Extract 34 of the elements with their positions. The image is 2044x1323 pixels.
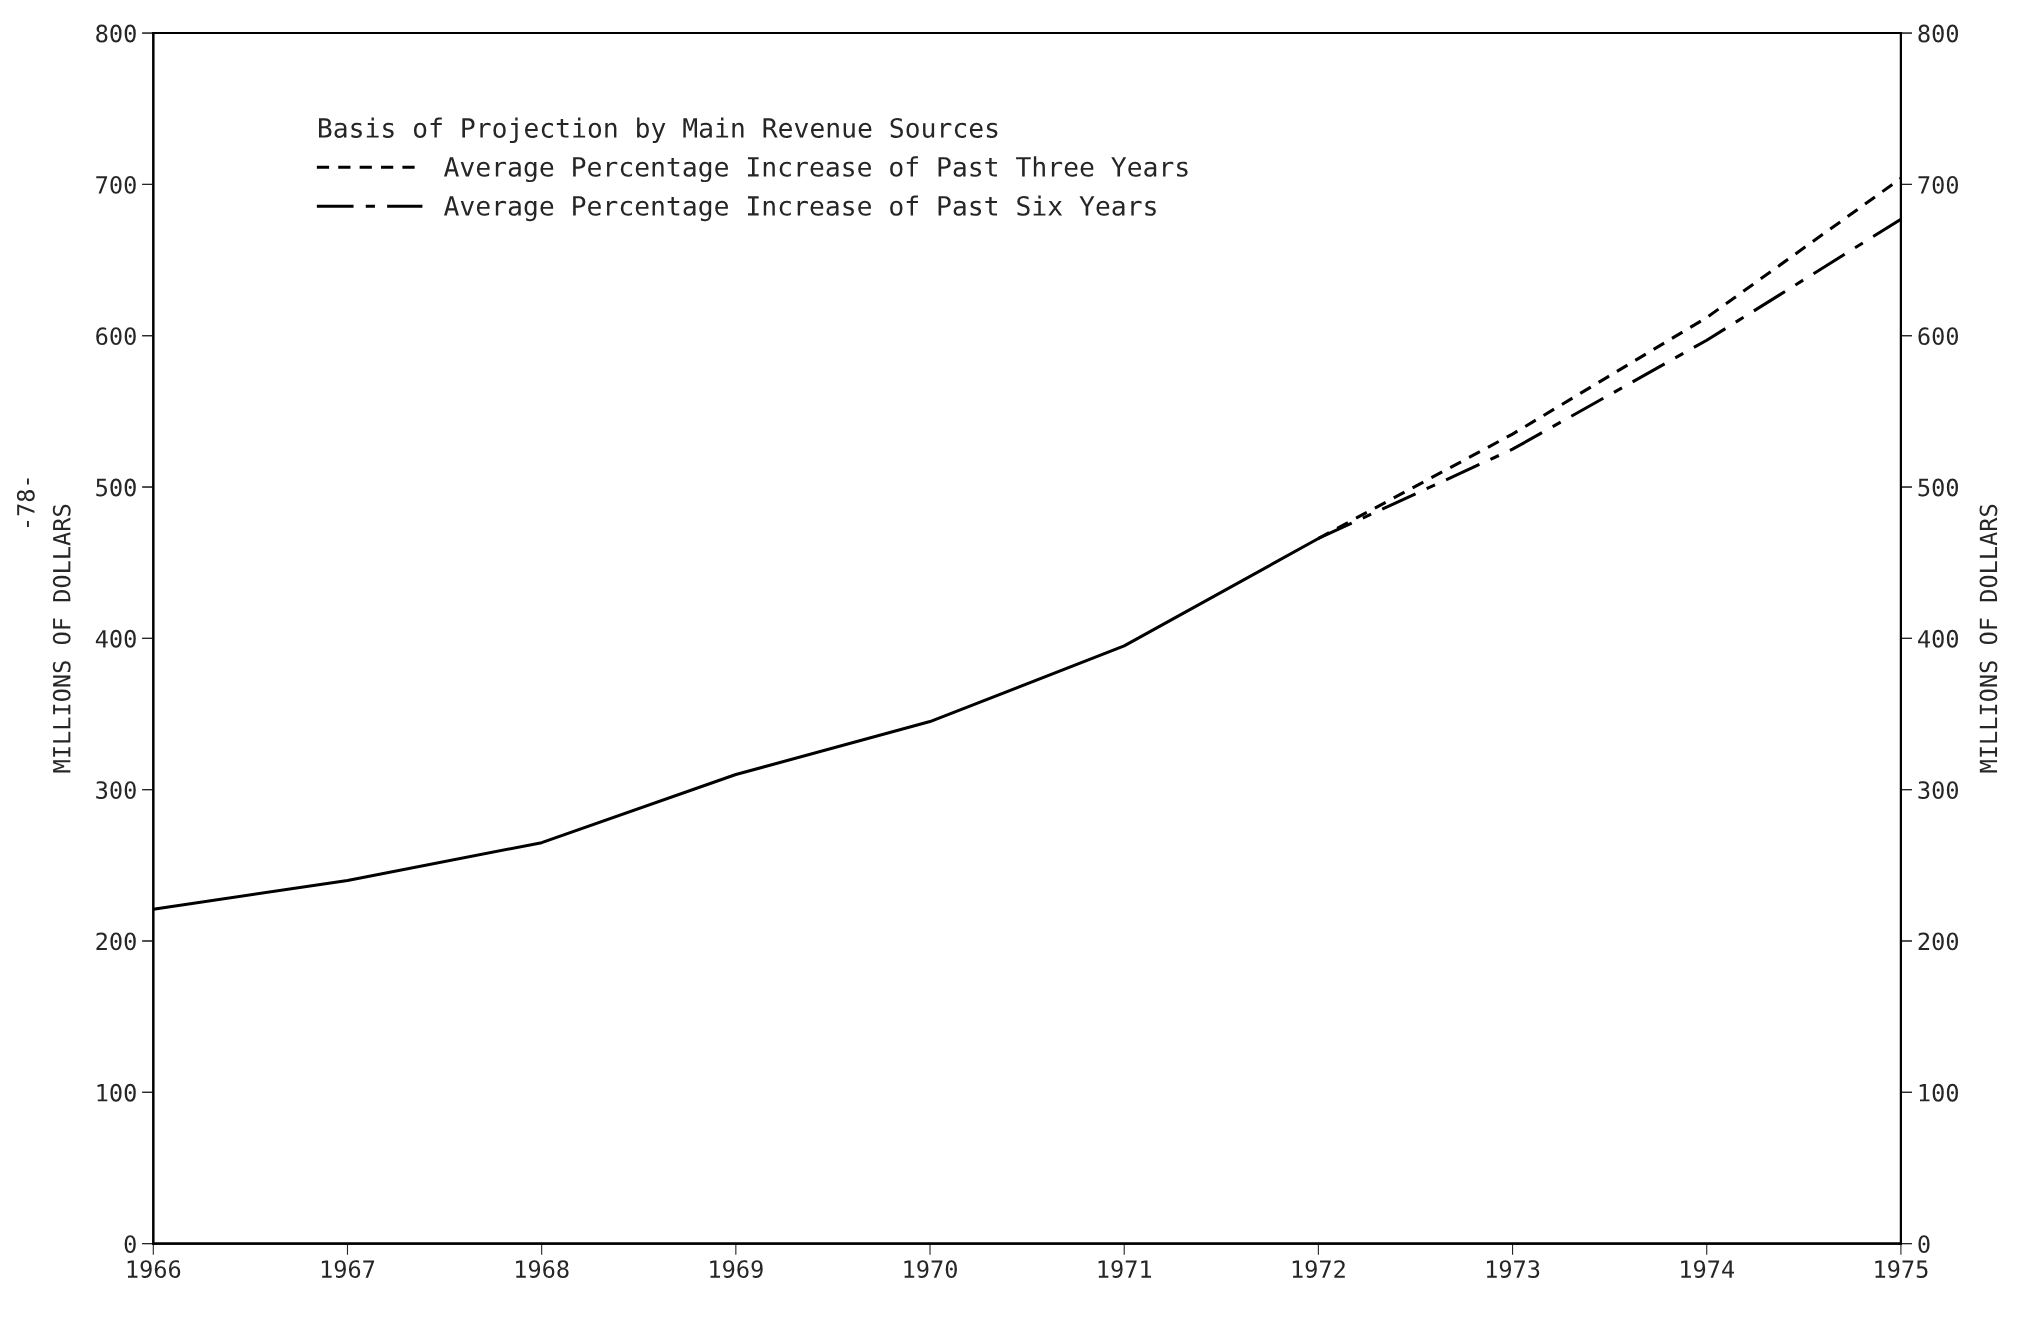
y-tick-label: 600 xyxy=(96,327,136,346)
x-tick-label: 1966 xyxy=(127,1260,181,1278)
legend-label: Average Percentage Increase of Past Three Years xyxy=(444,156,1188,183)
legend-label: Average Percentage Increase of Past Six Years xyxy=(444,195,1156,222)
y-tick-label: 700 xyxy=(96,175,136,194)
x-tick-label: 1971 xyxy=(1098,1260,1152,1278)
x-tick-label: 1970 xyxy=(904,1260,957,1278)
x-tick-label: 1975 xyxy=(1875,1260,1928,1278)
text: -78- xyxy=(16,478,35,528)
x-tick-label: 1968 xyxy=(516,1260,569,1278)
x-tick-label: 1973 xyxy=(1486,1260,1540,1278)
y2-tick-label: 200 xyxy=(1918,932,1959,951)
y2-tick-label: 0 xyxy=(1918,1235,1930,1253)
y-tick-label: 200 xyxy=(96,932,136,951)
y2-tick-label: 400 xyxy=(1918,629,1959,648)
y2-tick-label: 600 xyxy=(1918,327,1959,346)
y-tick-label: 500 xyxy=(96,478,136,497)
y-tick-label: 400 xyxy=(95,629,136,648)
y2-tick-label: 100 xyxy=(1919,1083,1959,1102)
y-tick-label: 0 xyxy=(124,1235,136,1253)
y2-axis-title: MILLIONS OF DOLLARS xyxy=(1979,504,1998,773)
x-tick-label: 1974 xyxy=(1681,1260,1735,1278)
y-axis-title: MILLIONS OF DOLLARS xyxy=(52,504,71,773)
y-tick-label: 800 xyxy=(96,24,136,43)
legend-title: Basis of Projection by Main Revenue Sources xyxy=(319,117,998,144)
y2-tick-label: 700 xyxy=(1918,175,1959,194)
x-tick-label: 1969 xyxy=(710,1260,763,1278)
y2-tick-label: 800 xyxy=(1918,24,1959,43)
x-tick-label: 1972 xyxy=(1292,1260,1345,1278)
x-tick-label: 1967 xyxy=(321,1260,375,1278)
y2-tick-label: 500 xyxy=(1918,478,1959,497)
y-tick-label: 100 xyxy=(97,1083,136,1102)
y2-tick-label: 300 xyxy=(1918,781,1959,800)
y-tick-label: 300 xyxy=(96,781,136,800)
